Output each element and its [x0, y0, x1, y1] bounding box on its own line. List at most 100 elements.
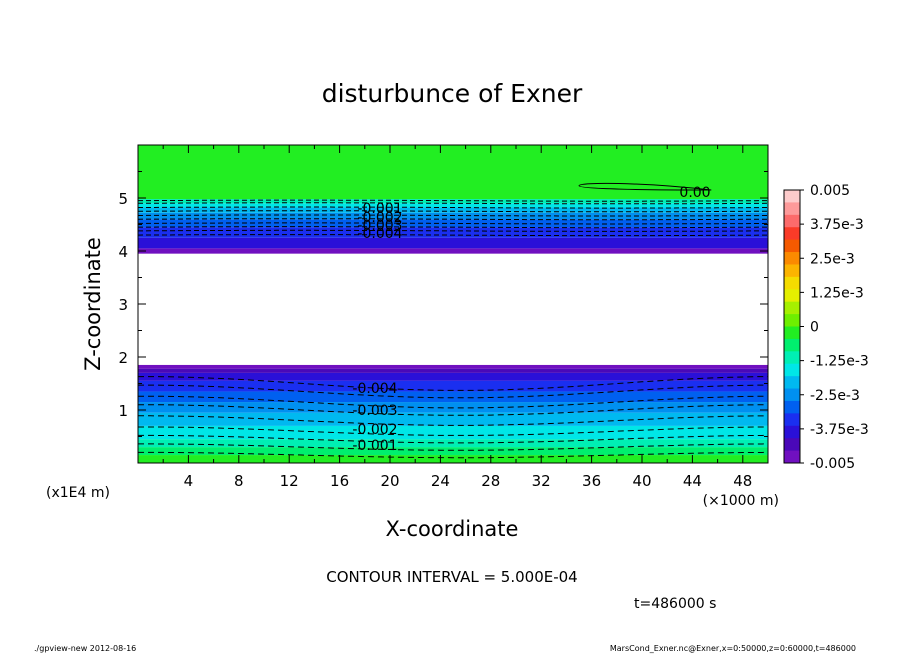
colorbar-ticks: 0.005 3.75e-3 2.5e-3 1.25e-3 0 -1.25e-3 -2.5e-…: [800, 183, 869, 472]
colorbar-cell: [784, 314, 800, 327]
x-tick-label: 28: [481, 472, 500, 490]
contour-band-upper: [138, 248, 768, 254]
contour-band-upper: [138, 203, 768, 208]
x-tick-label: 12: [280, 472, 299, 490]
contour-band-lower: [138, 412, 768, 426]
contour-line-upper: [138, 206, 768, 209]
contour-line-lower: [138, 415, 768, 426]
time-text: t=486000 s: [634, 596, 716, 612]
colorbar-cell: [784, 338, 800, 352]
chart-title: disturbunce of Exner: [322, 79, 583, 108]
colorbar-tick-label: -0.005: [810, 456, 855, 472]
colorbar-tick-label: -2.5e-3: [810, 388, 860, 404]
colorbar-tick-label: 0: [810, 320, 819, 336]
contour-label-lower-4: -0.004: [352, 381, 397, 397]
contour-band-lower: [138, 402, 768, 413]
plot-area: -0.001 -0.002 -0.003 -0.004 -0.001 -0.00…: [118, 144, 769, 490]
contour-label-lower-1: -0.001: [352, 438, 397, 454]
contour-line-upper: [138, 229, 768, 232]
contour-line-lower: [138, 443, 768, 451]
contour-band-lower: [138, 368, 768, 373]
colorbar-cell: [784, 214, 800, 228]
contour-label-upper-1: -0.001: [357, 201, 402, 217]
contour-line-upper: [138, 202, 768, 205]
colorbar-tick-label: 2.5e-3: [810, 251, 855, 267]
x-tick-label: 16: [330, 472, 349, 490]
contour-line-lower: [138, 451, 768, 459]
contour-line-upper: [138, 218, 768, 221]
x-tick-label: 40: [632, 472, 651, 490]
x-tick-label: 44: [683, 472, 702, 490]
x-tick-label: 32: [532, 472, 551, 490]
contour-band-lower: [138, 364, 768, 369]
contour-label-upper-2: -0.002: [357, 210, 402, 226]
x-tick-label: 24: [431, 472, 450, 490]
colorbar-cell: [784, 289, 800, 303]
contour-line-lower: [138, 434, 768, 444]
contour-band-upper: [138, 199, 768, 204]
x-axis-label: X-coordinate: [386, 517, 519, 541]
colorbar-cell: [784, 190, 800, 203]
colorbar-cell: [784, 252, 800, 265]
footer-right: MarsCond_Exner.nc@Exner,x=0:50000,z=0:60…: [610, 644, 856, 653]
contour-line-lower: [138, 376, 768, 391]
y-tick-label: 3: [118, 296, 128, 314]
colorbar-cells: [784, 190, 800, 464]
x-tick-label: 4: [184, 472, 194, 490]
colorbar: 0.005 3.75e-3 2.5e-3 1.25e-3 0 -1.25e-3 -2.5e-…: [783, 183, 869, 472]
colorbar-cell: [784, 438, 800, 452]
contour-interval-text: CONTOUR INTERVAL = 5.000E-04: [326, 568, 577, 586]
footer-left: ./gpview-new 2012-08-16: [34, 644, 136, 653]
contour-band-upper: [138, 207, 768, 213]
contour-line-lower: [138, 404, 768, 416]
contour-labels: -0.001 -0.002 -0.003 -0.004 -0.001 -0.00…: [352, 185, 710, 454]
y-axis-ticks: 1 2 3 4 5: [118, 171, 768, 437]
contour-band-upper: [138, 145, 768, 200]
contour-label-zero: 0.00: [679, 185, 710, 201]
contour-band-lower: [138, 425, 768, 440]
y-tick-label: 5: [118, 190, 128, 208]
x-axis-unit: (×1000 m): [703, 493, 779, 509]
x-tick-label: 48: [733, 472, 752, 490]
colorbar-cell: [784, 326, 800, 340]
colorbar-cell: [784, 276, 800, 290]
colorbar-tick-label: 1.25e-3: [810, 285, 864, 301]
colorbar-cell: [784, 376, 800, 390]
contour-band-lower: [138, 372, 768, 381]
contour-band-lower: [138, 447, 768, 456]
colorbar-cell: [784, 239, 800, 253]
x-tick-label: 20: [380, 472, 399, 490]
colorbar-cell: [784, 400, 800, 414]
contour-line-lower: [138, 426, 768, 436]
colorbar-cell: [784, 363, 800, 377]
colorbar-tick-label: -1.25e-3: [810, 354, 869, 370]
contour-line-lower: [138, 384, 768, 399]
colorbar-tick-label: 3.75e-3: [810, 217, 864, 233]
contour-band-lower: [138, 380, 768, 392]
colorbar-cell: [784, 202, 800, 216]
x-tick-label: 8: [234, 472, 244, 490]
colorbar-tick-label: 0.005: [810, 183, 850, 199]
contour-lines: [138, 182, 768, 459]
colorbar-cell: [784, 388, 800, 402]
colorbar-cell: [784, 227, 800, 241]
contour-band-lower: [138, 391, 768, 403]
colorbar-cell: [784, 351, 800, 365]
colorbar-cell: [784, 301, 800, 315]
contour-label-upper-3: -0.003: [357, 218, 402, 234]
y-axis-unit: (x1E4 m): [46, 485, 110, 501]
x-axis-ticks: 4 8 12 16 20 24 28 32 36 40 44 48: [162, 145, 769, 490]
contour-line-upper: [138, 199, 768, 202]
contour-label-lower-3: -0.003: [352, 403, 397, 419]
contour-band-upper: [138, 227, 768, 238]
y-tick-label: 1: [118, 402, 128, 420]
y-tick-label: 2: [118, 349, 128, 367]
contour-line-upper: [138, 210, 768, 213]
y-tick-label: 4: [118, 243, 128, 261]
contour-line-upper: [138, 222, 768, 225]
contour-line-zero: [578, 182, 712, 191]
y-axis-label: Z-coordinate: [81, 237, 105, 371]
contour-label-lower-2: -0.002: [352, 422, 397, 438]
colorbar-cell: [784, 450, 800, 464]
colorbar-cell: [784, 413, 800, 427]
